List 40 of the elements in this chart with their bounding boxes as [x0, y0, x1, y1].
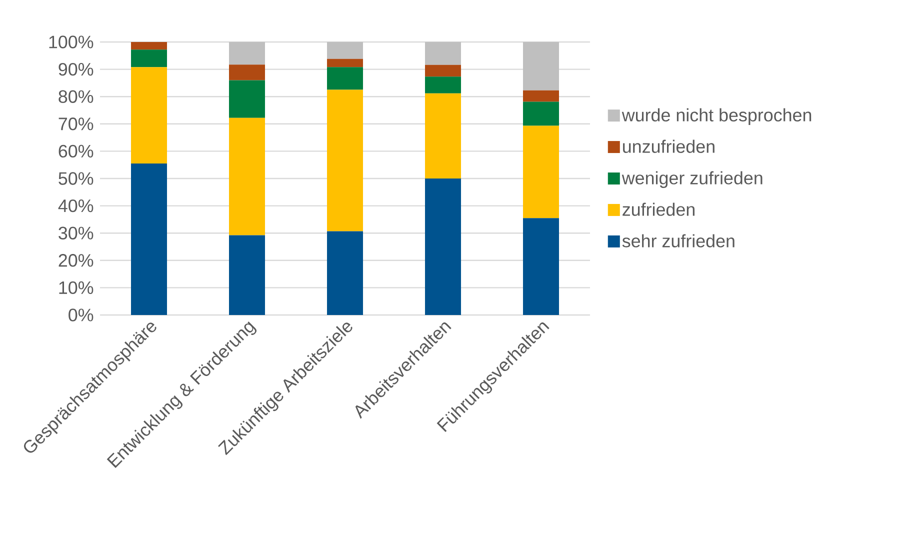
legend-label: unzufrieden [623, 140, 714, 153]
legend-label: zufrieden [622, 202, 694, 216]
bar [425, 76, 462, 94]
bar [229, 64, 265, 80]
y-tick-label: 70% [58, 118, 94, 130]
legend-label: weniger zufrieden [622, 171, 762, 188]
y-tick-label: 0% [68, 308, 94, 322]
bar [327, 58, 364, 68]
y-tick-label: 10% [59, 281, 94, 294]
legend-label: sehr zufrieden [622, 234, 734, 248]
y-tick-label: 30% [58, 226, 94, 240]
bar [131, 42, 167, 50]
bar [327, 90, 364, 232]
bar [229, 118, 265, 236]
y-tick-label: 80% [58, 90, 94, 103]
y-tick-label: 60% [58, 144, 94, 158]
bar [229, 80, 265, 118]
bar [327, 42, 364, 59]
bar [131, 67, 167, 164]
bar [327, 231, 364, 315]
legend-label: wurde nicht besprochen [622, 108, 812, 126]
bar [131, 50, 167, 68]
y-tick-label: 50% [58, 172, 94, 185]
y-tick-label: 90% [58, 62, 94, 76]
bar [523, 42, 560, 90]
bar [523, 218, 560, 315]
bar [131, 163, 167, 315]
bar [425, 178, 462, 315]
bar [229, 42, 265, 65]
bar [229, 235, 265, 315]
y-tick-label: 20% [58, 254, 94, 267]
bar [425, 42, 462, 65]
bar [425, 64, 462, 77]
bar [327, 67, 364, 90]
bar [523, 126, 560, 218]
bar [523, 90, 560, 102]
bar [425, 93, 462, 178]
bar [523, 102, 560, 126]
y-tick-label: 40% [58, 199, 94, 212]
y-tick-label: 100% [49, 36, 94, 48]
